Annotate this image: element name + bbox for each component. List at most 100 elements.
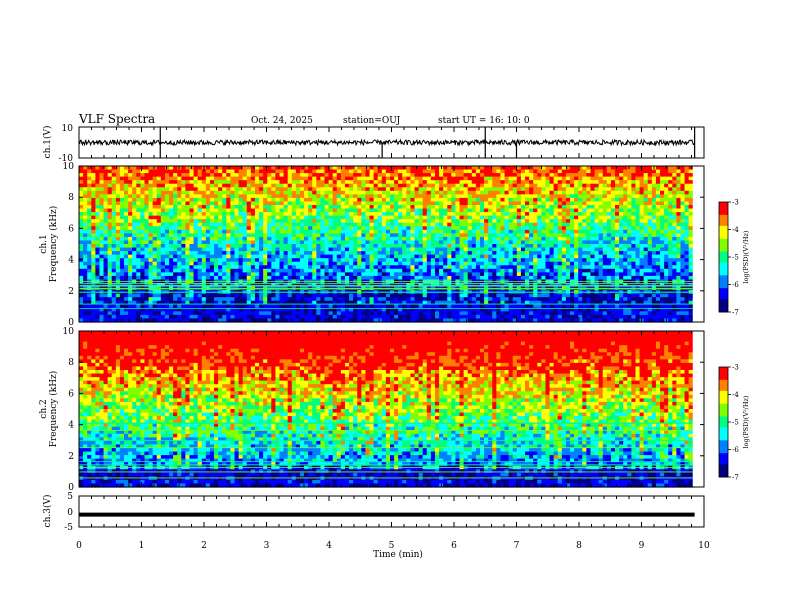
spectrogram-cell xyxy=(578,230,583,234)
spectrogram-cell xyxy=(578,233,583,237)
spectrogram-cell xyxy=(300,255,305,259)
spectrogram-cell xyxy=(312,269,317,273)
spectrogram-cell xyxy=(599,187,604,191)
spectrogram-cell xyxy=(361,170,366,174)
spectrogram-cell xyxy=(398,244,403,248)
spectrogram-cell xyxy=(345,177,350,181)
spectrogram-cell xyxy=(177,180,182,184)
spectrogram-cell xyxy=(533,205,538,209)
spectrogram-cell xyxy=(181,173,186,177)
spectrogram-cell xyxy=(394,219,399,223)
spectrogram-cell xyxy=(177,184,182,188)
spectrogram-cell xyxy=(627,244,632,248)
spectrogram-cell xyxy=(447,248,452,252)
spectrogram-cell xyxy=(443,258,448,262)
spectrogram-cell xyxy=(619,212,624,216)
spectrogram-cell xyxy=(574,251,579,255)
spectrogram-cell xyxy=(566,191,571,195)
spectrogram-cell xyxy=(447,194,452,198)
spectrogram-cell xyxy=(292,226,297,230)
spectrogram-cell xyxy=(230,209,235,213)
spectrogram-cell xyxy=(500,184,505,188)
spectrogram-cell xyxy=(124,265,129,269)
spectrogram-cell xyxy=(656,187,661,191)
spectrogram-cell xyxy=(120,212,125,216)
spectrogram-cell xyxy=(124,269,129,273)
spectrogram-cell xyxy=(128,233,133,237)
spectrogram-cell xyxy=(390,180,395,184)
spectrogram-cell xyxy=(410,219,415,223)
spectrogram-cell xyxy=(206,184,211,188)
spectrogram-cell xyxy=(353,198,358,202)
spectrogram-cell xyxy=(460,272,465,276)
spectrogram-cell xyxy=(144,194,149,198)
spectrogram-cell xyxy=(275,212,280,216)
spectrogram-cell xyxy=(648,170,653,174)
spectrogram-cell xyxy=(476,223,481,227)
spectrogram-cell xyxy=(460,180,465,184)
spectrogram-cell xyxy=(648,240,653,244)
spectrogram-cell xyxy=(288,262,293,266)
spectrogram-cell xyxy=(87,209,92,213)
spectrogram-cell xyxy=(165,237,170,241)
spectrogram-cell xyxy=(292,237,297,241)
spectrogram-cell xyxy=(529,191,534,195)
spectrogram-cell xyxy=(574,272,579,276)
spectrogram-cell xyxy=(427,255,432,259)
spectrogram-cell xyxy=(578,248,583,252)
spectrogram-cell xyxy=(149,180,154,184)
spectrogram-cell xyxy=(545,177,550,181)
spectrogram-cell xyxy=(619,272,624,276)
spectrogram-cell xyxy=(480,272,485,276)
spectrogram-cell xyxy=(496,255,501,259)
spectrogram-cell xyxy=(185,194,190,198)
spectrogram-cell xyxy=(230,262,235,266)
spectrogram-cell xyxy=(615,230,620,234)
spectrogram-cell xyxy=(185,240,190,244)
spectrogram-cell xyxy=(345,180,350,184)
spectrogram-cell xyxy=(615,262,620,266)
spectrogram-cell xyxy=(521,212,526,216)
spectrogram-cell xyxy=(423,244,428,248)
spectrogram-cell xyxy=(226,191,231,195)
spectrogram-cell xyxy=(431,262,436,266)
spectrogram-cell xyxy=(378,258,383,262)
spectrogram-cell xyxy=(541,209,546,213)
spectrogram-cell xyxy=(177,237,182,241)
spectrogram-cell xyxy=(627,265,632,269)
spectrogram-cell xyxy=(529,272,534,276)
spectrogram-cell xyxy=(533,194,538,198)
spectrogram-cell xyxy=(194,180,199,184)
spectrogram-cell xyxy=(648,209,653,213)
spectrogram-cell xyxy=(132,223,137,227)
spectrogram-cell xyxy=(455,269,460,273)
spectrogram-cell xyxy=(173,216,178,220)
spectrogram-cell xyxy=(255,198,260,202)
spectrogram-cell xyxy=(112,230,117,234)
spectrogram-cell xyxy=(672,276,677,280)
spectrogram-cell xyxy=(99,180,104,184)
spectrogram-cell xyxy=(95,184,100,188)
spectrogram-cell xyxy=(116,170,121,174)
spectrogram-cell xyxy=(275,276,280,280)
spectrogram-cell xyxy=(664,276,669,280)
spectrogram-cell xyxy=(664,272,669,276)
spectrogram-cell xyxy=(259,262,264,266)
spectrogram-cell xyxy=(226,198,231,202)
spectrogram-cell xyxy=(345,191,350,195)
spectrogram-cell xyxy=(144,223,149,227)
spectrogram-cell xyxy=(500,272,505,276)
spectrogram-cell xyxy=(603,272,608,276)
spectrogram-cell xyxy=(484,212,489,216)
spectrogram-cell xyxy=(214,255,219,259)
spectrogram-cell xyxy=(464,198,469,202)
spectrogram-cell xyxy=(198,219,203,223)
spectrogram-cell xyxy=(79,262,84,266)
spectrogram-cell xyxy=(640,255,645,259)
spectrogram-cell xyxy=(640,177,645,181)
spectrogram-cell xyxy=(476,177,481,181)
spectrogram-cell xyxy=(259,184,264,188)
spectrogram-cell xyxy=(329,198,334,202)
spectrogram-cell xyxy=(112,194,117,198)
spectrogram-cell xyxy=(124,205,129,209)
